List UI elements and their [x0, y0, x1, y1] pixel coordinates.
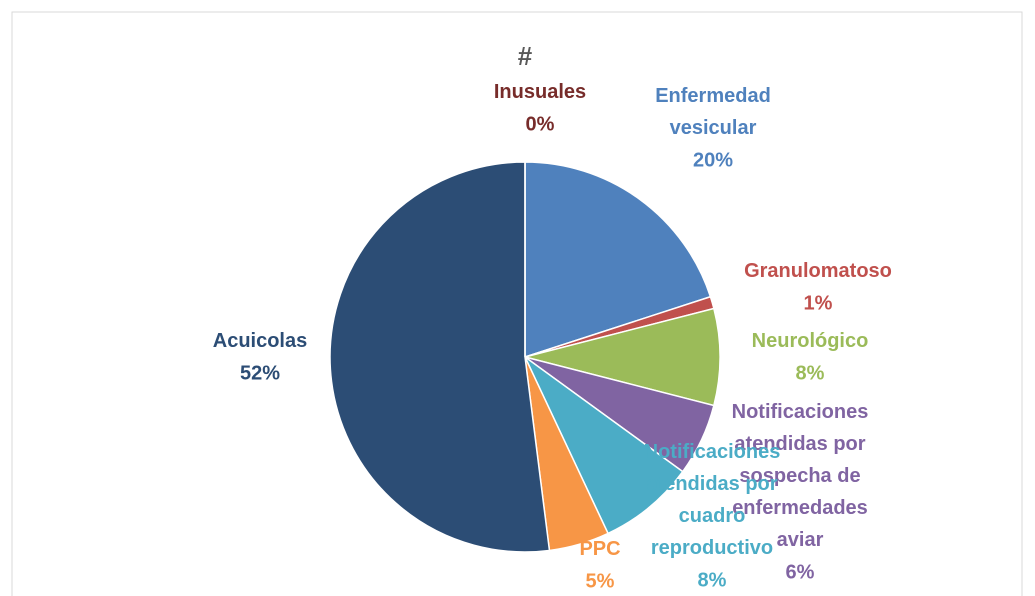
label-line: Granulomatoso — [744, 260, 892, 282]
value-label: 52% — [240, 362, 280, 384]
label-line: Neurológico — [752, 330, 869, 352]
label-line: Notificaciones — [732, 401, 869, 423]
chart-title: # — [518, 41, 533, 71]
value-label: 5% — [586, 570, 615, 592]
label-line: Notificaciones — [644, 441, 781, 463]
label-line: reproductivo — [651, 537, 773, 559]
value-label: 8% — [698, 569, 727, 591]
slice-label: PPC — [579, 538, 620, 560]
label-line: atendidas por — [646, 473, 777, 495]
slice-label: Acuicolas — [213, 330, 307, 352]
slice-label: Enfermedad vesicular — [655, 85, 771, 139]
label-line: Enfermedad — [655, 85, 771, 107]
label-line: Inusuales — [494, 81, 586, 103]
label-line: atendidas por — [734, 433, 865, 455]
slice-label: Neurológico — [752, 330, 869, 352]
label-line: cuadro — [679, 505, 746, 527]
label-line: enfermedades — [732, 497, 868, 519]
label-line: PPC — [579, 538, 620, 560]
pie-slice — [329, 161, 551, 553]
value-label: 6% — [786, 561, 815, 583]
label-line: vesicular — [670, 117, 757, 139]
slice-label: Notificaciones atendidas por cuadro reprodu… — [644, 441, 781, 559]
label-line: aviar — [777, 529, 824, 551]
slice-label: Granulomatoso — [744, 260, 892, 282]
value-label: 20% — [693, 149, 733, 171]
pie-slice — [524, 356, 684, 535]
slice-label: Inusuales — [494, 81, 586, 103]
value-label: 1% — [804, 292, 833, 314]
value-label: 0% — [526, 113, 555, 135]
label-line: sospecha de — [739, 465, 860, 487]
slice-label: Notificaciones atendidas por sospecha de en… — [732, 401, 869, 551]
pie-slice — [524, 161, 712, 359]
label-line: Acuicolas — [213, 330, 307, 352]
pie-slice — [524, 307, 721, 407]
value-label: 8% — [796, 362, 825, 384]
